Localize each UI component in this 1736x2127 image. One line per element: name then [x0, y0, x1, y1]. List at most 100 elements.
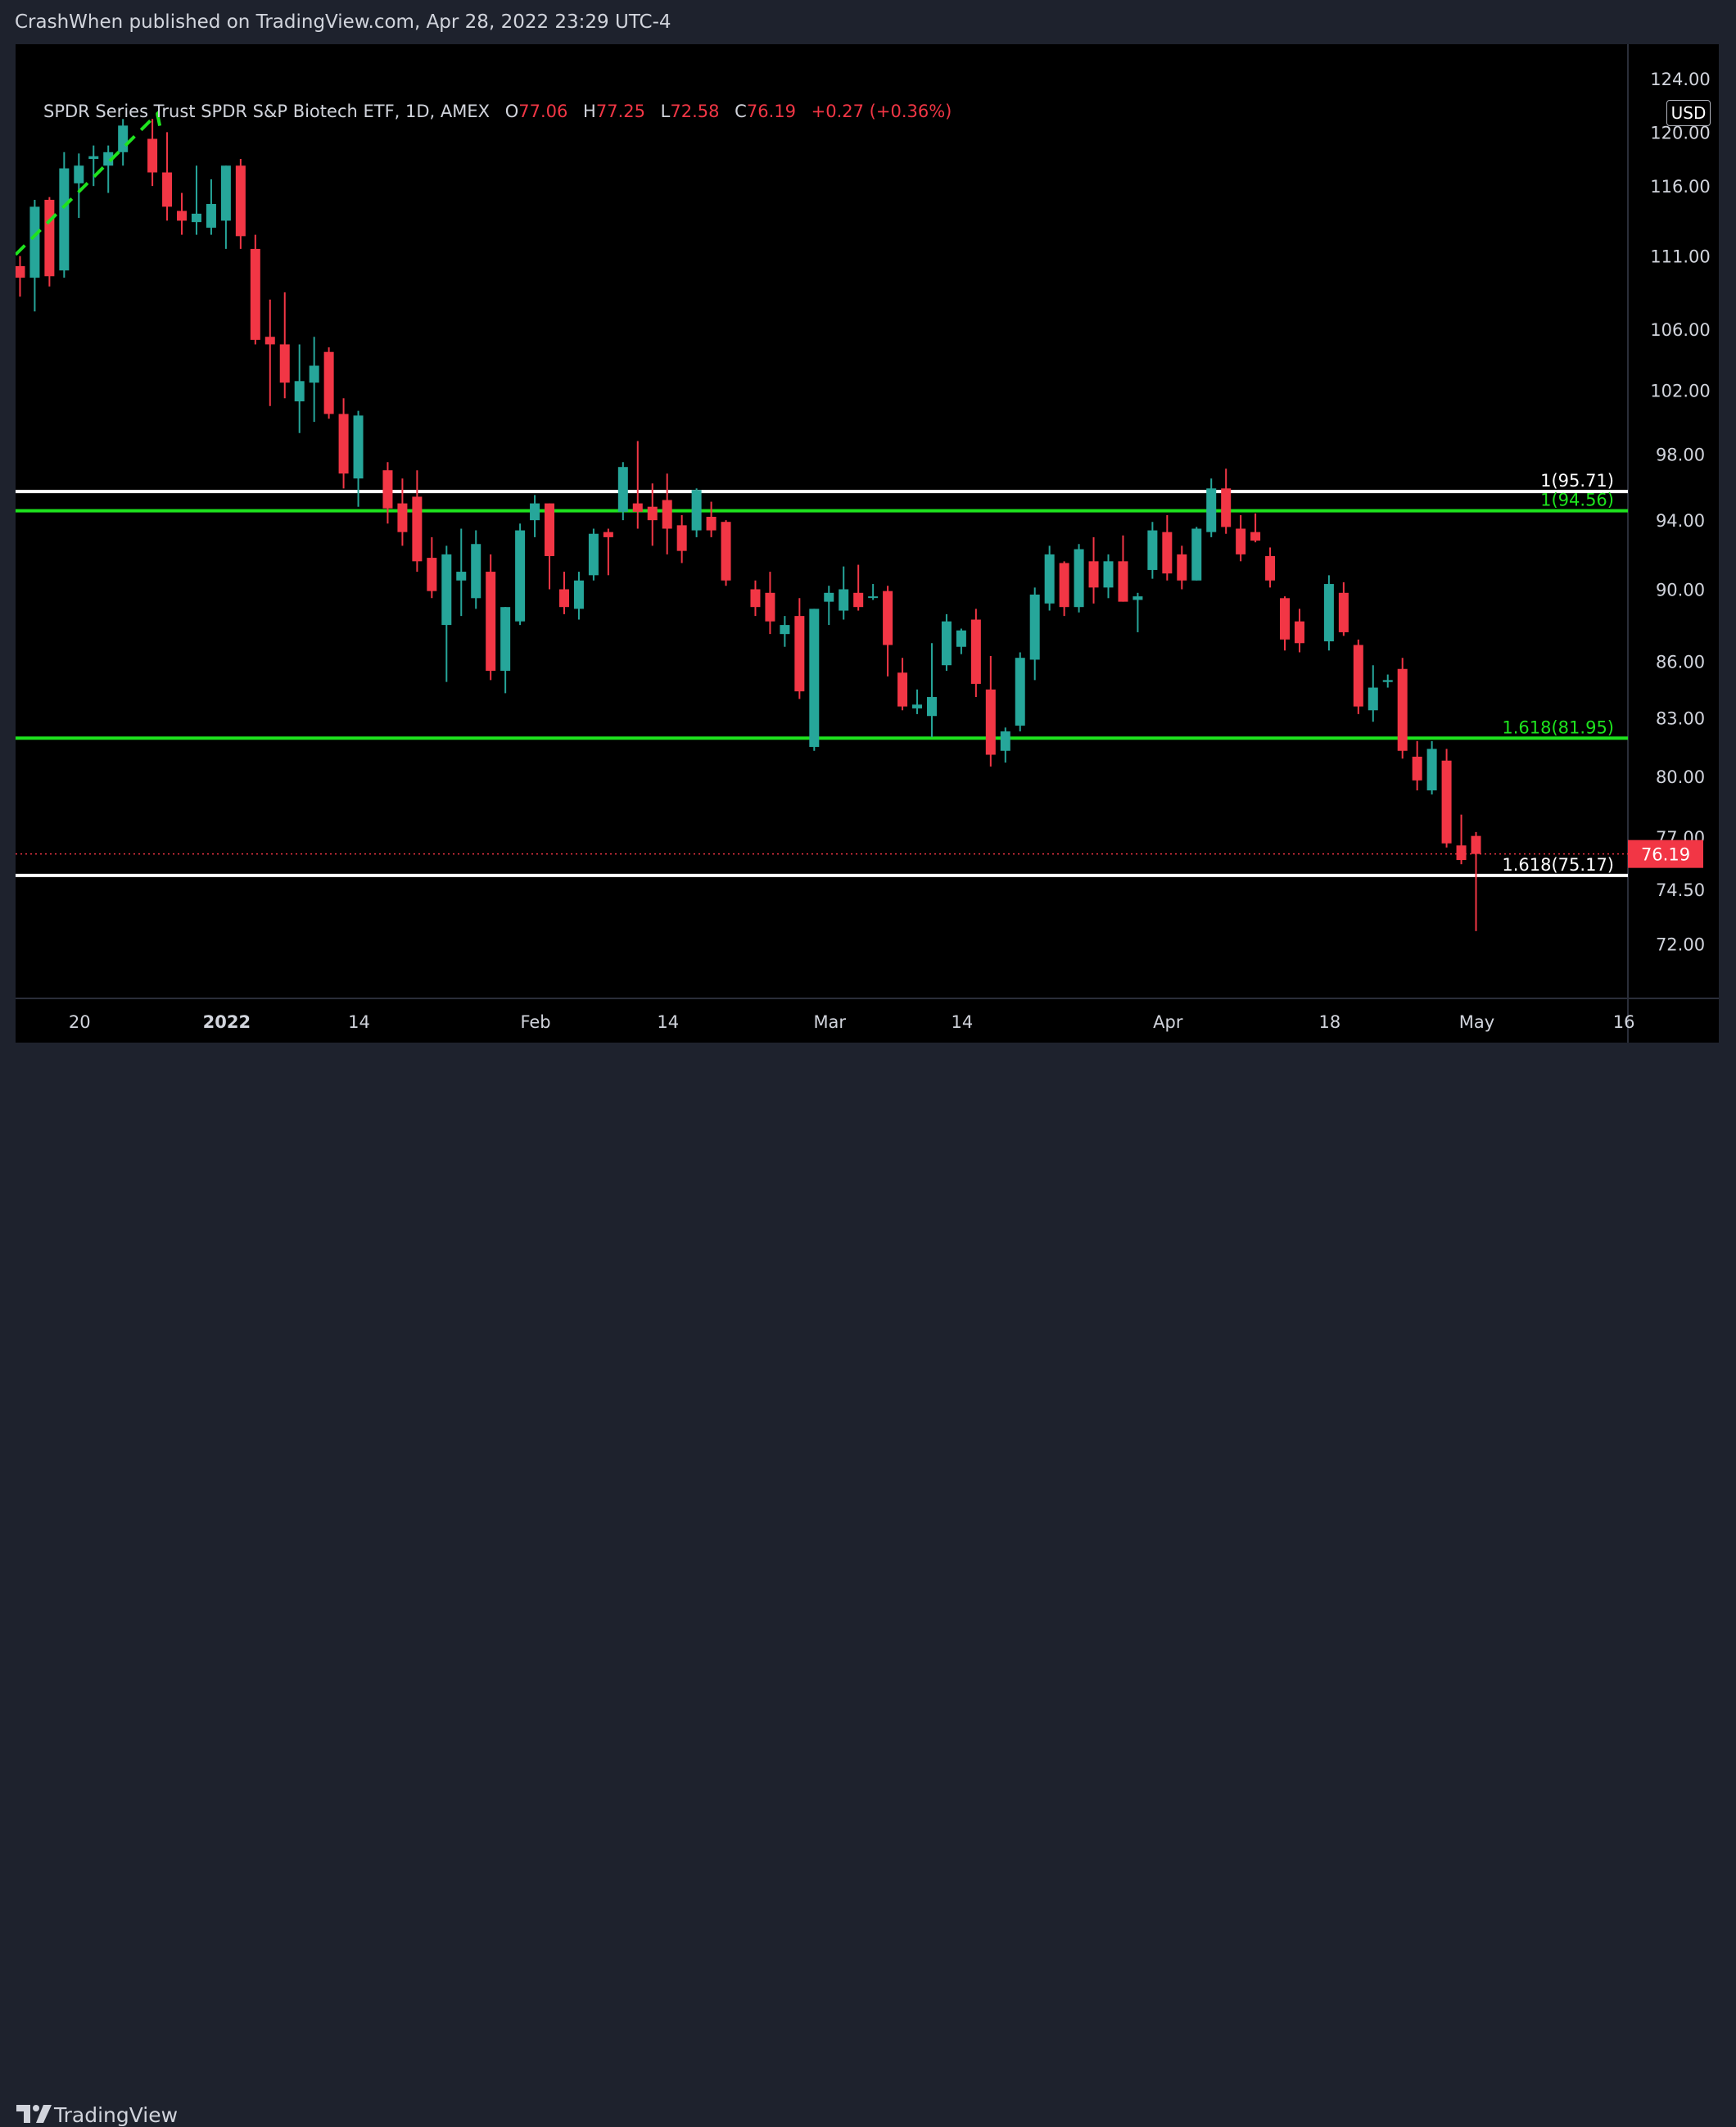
candle-body [956, 630, 966, 647]
candle-body [824, 592, 834, 602]
candle-body [1103, 561, 1114, 588]
chart-canvas[interactable]: 1(95.71)1(94.56) 1.618(81.95) 1.618(75.17)… [16, 44, 1719, 1043]
candle [74, 153, 84, 219]
candle [191, 165, 201, 235]
low-value: 72.58 [670, 102, 720, 121]
candle-body [545, 503, 555, 556]
time-tick-label: Apr [1153, 1012, 1183, 1032]
time-tick-label: 14 [348, 1012, 370, 1032]
price-tick-label: 98.00 [1656, 445, 1705, 464]
candle [1059, 561, 1069, 617]
candle-body [382, 470, 393, 509]
candle [839, 566, 849, 620]
candle [29, 199, 40, 312]
candle-body [1147, 530, 1158, 570]
candle-body [1412, 756, 1422, 781]
candle-body [118, 125, 129, 152]
candle [1221, 468, 1232, 534]
candle [794, 598, 805, 699]
candle [765, 572, 775, 635]
candle-body [809, 609, 820, 747]
candle [16, 256, 25, 297]
candle [500, 607, 511, 694]
candle [279, 292, 290, 399]
price-tick-label: 120.00 [1650, 123, 1710, 143]
open-label: O [504, 102, 519, 121]
candles [16, 119, 1481, 931]
candle [573, 572, 584, 620]
candle-body [603, 532, 613, 537]
candle-body [1074, 549, 1084, 608]
price-axis[interactable]: 120.00 116.00 111.00 106.00 102.00 98.00 94.00… [1650, 70, 1710, 954]
candle-body [765, 592, 775, 622]
candle-body [1191, 528, 1202, 581]
candle-body [279, 344, 290, 383]
candle-body [338, 414, 349, 474]
candle-body [1368, 687, 1378, 711]
candle [1280, 596, 1291, 651]
candle [853, 564, 864, 611]
tradingview-brand[interactable]: TradingView [54, 2103, 179, 2127]
close-value: 76.19 [746, 102, 796, 121]
candle-body [103, 152, 114, 166]
candle [206, 179, 216, 235]
candle-body [264, 337, 275, 345]
candle-body [1029, 594, 1040, 660]
time-tick-label: 2022 [203, 1012, 251, 1032]
time-axis[interactable]: 20 2022 14 Feb 14 Mar 14 Apr 18 May 16 [69, 1012, 1635, 1032]
candle-body [353, 415, 364, 479]
candle [59, 152, 70, 278]
candle-body [691, 490, 702, 531]
candle-body [1059, 563, 1069, 608]
candle-body [912, 704, 923, 708]
time-tick-label: 18 [1319, 1012, 1341, 1032]
tradingview-logo-icon[interactable] [16, 2103, 52, 2125]
fib-level-label: 1.618(81.95) [1502, 717, 1614, 737]
candle-body [853, 592, 864, 608]
candle [1132, 592, 1143, 632]
candle [382, 462, 393, 524]
candle-body [29, 206, 40, 278]
price-tick-label: 111.00 [1650, 247, 1710, 267]
candle-body [309, 365, 319, 383]
candle-body [1250, 532, 1261, 541]
close-label: C [735, 102, 747, 121]
candle-body [323, 351, 334, 414]
candle-body [617, 467, 628, 512]
candle [1162, 514, 1173, 581]
candle-body [1265, 555, 1276, 581]
candle-body [1221, 488, 1232, 527]
candle [809, 609, 820, 751]
candle-body [1162, 532, 1173, 574]
chart-header: CrashWhen published on TradingView.com, … [0, 0, 1736, 46]
candle-body [1353, 645, 1363, 707]
candle-body [515, 530, 526, 622]
currency-button[interactable]: USD [1666, 100, 1711, 126]
candle [1456, 814, 1467, 865]
candle [1074, 544, 1084, 613]
candle-body [456, 572, 467, 581]
candle [1177, 545, 1187, 590]
candle-body [573, 580, 584, 609]
candle [691, 488, 702, 537]
candle-body [1177, 554, 1187, 581]
candle-body [471, 544, 481, 599]
candle [530, 495, 540, 537]
candle-body [1338, 592, 1349, 632]
candle [824, 586, 834, 626]
candle-body [970, 619, 981, 684]
low-label: L [660, 102, 671, 121]
candle [1441, 749, 1452, 848]
candle [309, 337, 319, 423]
candle [1368, 665, 1378, 722]
candle-body [427, 558, 437, 591]
candle-body [985, 689, 996, 755]
candle [177, 192, 188, 235]
candle-body [1044, 554, 1055, 604]
candle [1353, 639, 1363, 714]
fib-level-label: 1(95.71) [1540, 471, 1614, 491]
candle-body [1397, 668, 1408, 751]
chart-frame[interactable]: 1(95.71) 1(94.56) 1.618(81.95) 1.618(75.17)… [16, 44, 1719, 1043]
candle [1471, 831, 1481, 931]
candle [883, 586, 893, 677]
